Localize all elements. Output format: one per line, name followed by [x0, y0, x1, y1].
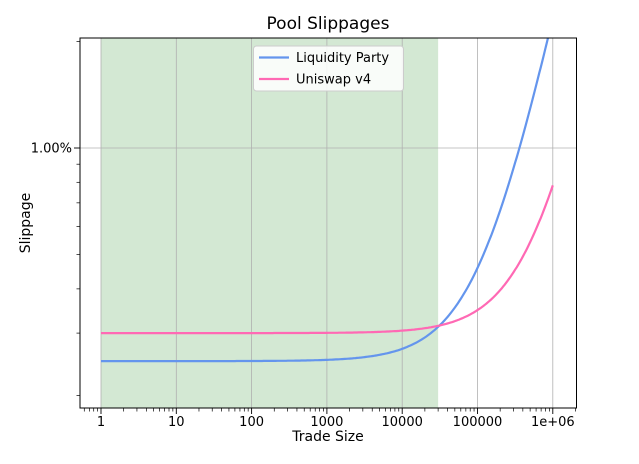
legend-box	[253, 45, 404, 92]
shaded-region-layer	[101, 38, 439, 408]
x-tick-label: 100	[239, 415, 264, 430]
chart-title: Pool Slippages	[267, 14, 390, 34]
y-axis-label: Slippage	[18, 193, 34, 254]
gridline-layer	[80, 38, 577, 408]
series-line-uniswap-v4	[101, 185, 554, 335]
series-line-liquidity-party	[101, 38, 550, 363]
x-tick-label: 10	[168, 415, 185, 430]
tick-label-layer: 1 10 100 1000 10000 100000 1e+06 1.00%	[31, 142, 575, 431]
axis-tick-layer	[74, 41, 576, 414]
legend-label-uniswap-v4: Uniswap v4	[296, 73, 371, 88]
x-tick-label: 1	[97, 415, 105, 430]
x-axis-label: Trade Size	[291, 429, 364, 445]
x-tick-label: 100000	[453, 415, 503, 430]
series-line-layer	[101, 38, 554, 363]
y-tick-label: 1.00%	[31, 142, 72, 157]
legend-label-liquidity-party: Liquidity Party	[296, 51, 389, 66]
shaded-region	[101, 38, 439, 408]
x-tick-label: 1000	[310, 415, 343, 430]
x-tick-label: 10000	[382, 415, 423, 430]
legend: Liquidity Party Uniswap v4	[253, 45, 404, 92]
x-tick-label: 1e+06	[531, 415, 575, 430]
plot-border	[79, 37, 577, 409]
